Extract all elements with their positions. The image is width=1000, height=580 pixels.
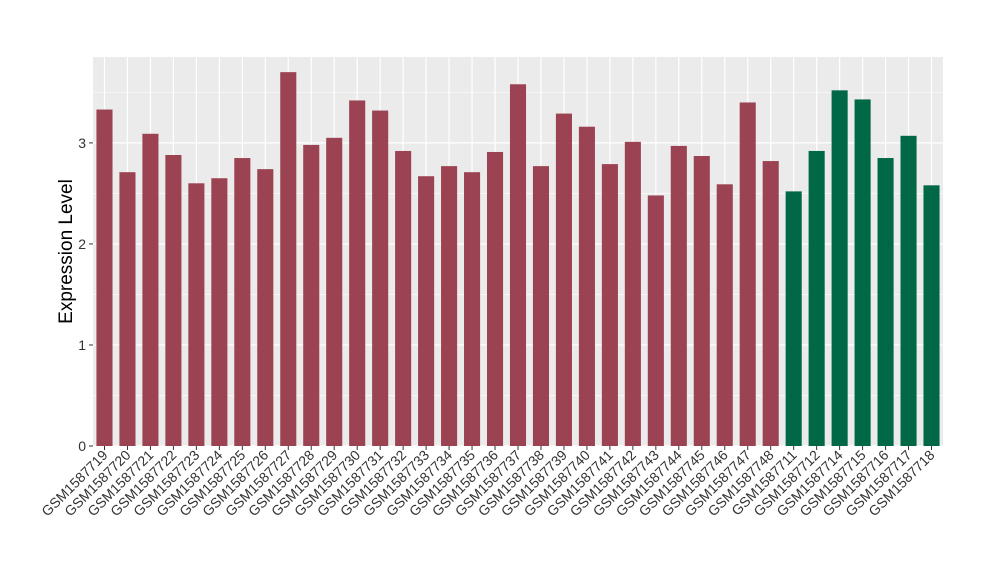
bar-GSM1587740 bbox=[578, 126, 595, 446]
bar-GSM1587739 bbox=[555, 113, 572, 446]
bar-GSM1587714 bbox=[831, 90, 848, 446]
bar-GSM1587727 bbox=[280, 72, 297, 446]
bar-GSM1587721 bbox=[142, 133, 159, 446]
y-tick-label: 2 bbox=[78, 236, 86, 252]
bar-GSM1587741 bbox=[601, 164, 618, 446]
bar-GSM1587711 bbox=[785, 191, 802, 446]
bar-GSM1587744 bbox=[670, 145, 687, 446]
bar-GSM1587724 bbox=[211, 178, 228, 446]
bar-GSM1587715 bbox=[854, 99, 871, 446]
bar-GSM1587743 bbox=[647, 195, 664, 446]
y-tick-label: 3 bbox=[78, 135, 86, 151]
bar-GSM1587719 bbox=[96, 109, 113, 447]
bar-GSM1587712 bbox=[808, 150, 825, 446]
y-tick-label: 1 bbox=[78, 337, 86, 353]
bar-GSM1587746 bbox=[716, 184, 733, 447]
bar-GSM1587728 bbox=[303, 144, 320, 446]
bar-GSM1587718 bbox=[923, 185, 940, 447]
bar-GSM1587737 bbox=[509, 84, 527, 446]
bar-GSM1587722 bbox=[165, 155, 182, 446]
bar-GSM1587725 bbox=[234, 158, 251, 447]
bar-GSM1587716 bbox=[877, 158, 894, 447]
bar-GSM1587738 bbox=[532, 166, 550, 446]
bar-GSM1587747 bbox=[739, 102, 756, 446]
bar-GSM1587734 bbox=[441, 166, 458, 446]
y-axis-title: Expression Level bbox=[56, 179, 77, 324]
bar-GSM1587731 bbox=[372, 110, 389, 446]
bar-GSM1587732 bbox=[395, 150, 412, 446]
bar-GSM1587742 bbox=[624, 141, 641, 446]
bar-GSM1587748 bbox=[762, 161, 779, 446]
bar-GSM1587745 bbox=[693, 156, 710, 446]
bar-GSM1587736 bbox=[486, 151, 504, 446]
bar-GSM1587717 bbox=[900, 135, 917, 446]
bar-GSM1587730 bbox=[349, 100, 366, 447]
bar-GSM1587735 bbox=[464, 172, 481, 446]
bar-GSM1587729 bbox=[326, 137, 343, 446]
bar-GSM1587723 bbox=[188, 183, 205, 446]
bar-GSM1587733 bbox=[418, 176, 435, 447]
bar-GSM1587720 bbox=[119, 172, 136, 446]
bars bbox=[96, 72, 940, 447]
x-axis: GSM1587719GSM1587720GSM1587721GSM1587722… bbox=[38, 446, 938, 519]
y-axis: 0 1 2 3 bbox=[78, 135, 93, 454]
y-tick-label: 0 bbox=[78, 438, 86, 454]
bar-GSM1587726 bbox=[257, 169, 274, 446]
